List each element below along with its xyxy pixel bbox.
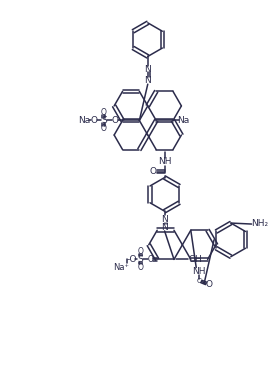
Text: S: S	[137, 255, 143, 264]
Text: O: O	[137, 263, 143, 272]
Text: C: C	[197, 278, 202, 284]
Text: O: O	[149, 167, 156, 176]
Text: Na⁺: Na⁺	[114, 263, 130, 272]
Text: NH: NH	[192, 267, 206, 276]
Text: O: O	[111, 116, 118, 125]
Text: OH: OH	[189, 255, 203, 264]
Text: N: N	[144, 65, 151, 74]
Text: N: N	[161, 223, 168, 232]
Text: O: O	[147, 255, 153, 264]
Text: NH₂: NH₂	[251, 218, 268, 227]
Text: O: O	[101, 124, 107, 133]
Text: N: N	[144, 76, 151, 85]
Text: N: N	[161, 215, 168, 224]
Text: Na: Na	[78, 116, 90, 125]
Text: O: O	[90, 116, 97, 125]
Text: O: O	[206, 280, 212, 289]
Text: O: O	[137, 247, 143, 256]
Text: NH: NH	[158, 157, 171, 166]
Text: O: O	[101, 108, 107, 117]
Text: S: S	[101, 116, 107, 125]
Text: Na: Na	[177, 116, 189, 125]
Text: -O: -O	[126, 255, 137, 264]
